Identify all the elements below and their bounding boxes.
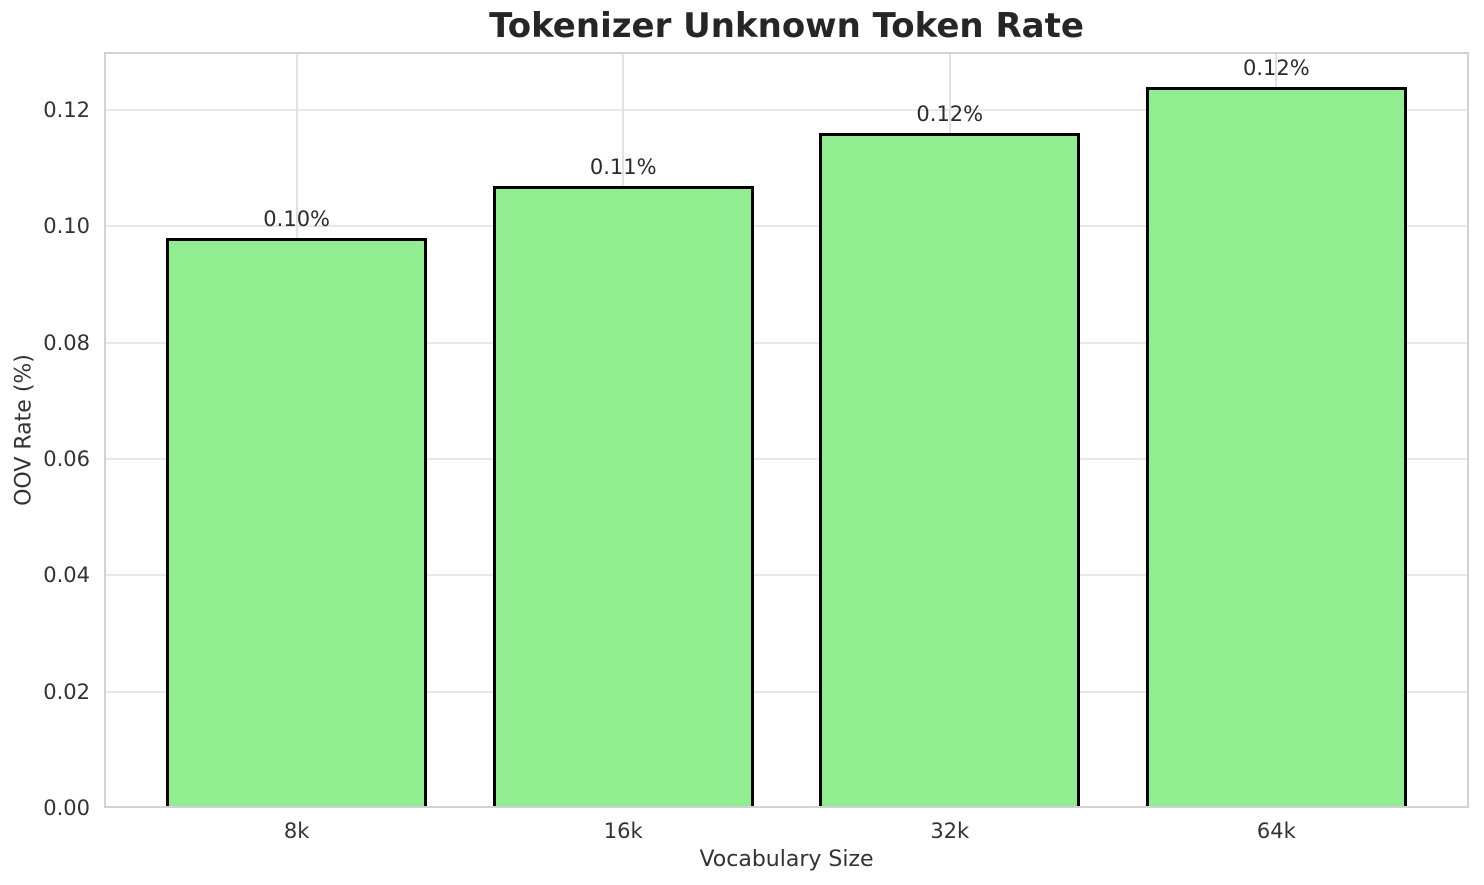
y-tick-label: 0.02 — [43, 679, 90, 704]
y-tick-label: 0.04 — [43, 563, 90, 588]
y-tick-label: 0.10 — [43, 214, 90, 239]
plot-area — [104, 52, 1469, 808]
bar — [492, 185, 754, 808]
bar-value-label: 0.11% — [589, 154, 657, 179]
y-axis-label: OOV Rate (%) — [11, 354, 37, 506]
x-tick-label: 16k — [603, 819, 643, 843]
bar-value-label: 0.12% — [1242, 55, 1310, 80]
gridline-horizontal — [104, 690, 1469, 693]
gridline-horizontal — [104, 458, 1469, 461]
x-tick-label: 32k — [930, 819, 970, 843]
bar-value-label: 0.10% — [263, 207, 331, 232]
x-axis-label: Vocabulary Size — [699, 847, 874, 872]
x-tick-label: 64k — [1256, 819, 1296, 843]
bar — [1145, 86, 1407, 808]
y-tick-label: 0.08 — [43, 330, 90, 355]
bar-value-label: 0.12% — [916, 102, 984, 127]
bar — [819, 133, 1081, 808]
gridline-horizontal — [104, 341, 1469, 344]
gridline-horizontal — [104, 225, 1469, 228]
bar — [166, 238, 428, 808]
y-tick-label: 0.12 — [43, 98, 90, 123]
gridline-horizontal — [104, 574, 1469, 577]
y-tick-label: 0.06 — [43, 447, 90, 472]
gridline-horizontal — [104, 109, 1469, 112]
x-tick-label: 8k — [283, 819, 310, 843]
y-tick-label: 0.00 — [43, 796, 90, 820]
chart-title: Tokenizer Unknown Token Rate — [489, 6, 1084, 46]
